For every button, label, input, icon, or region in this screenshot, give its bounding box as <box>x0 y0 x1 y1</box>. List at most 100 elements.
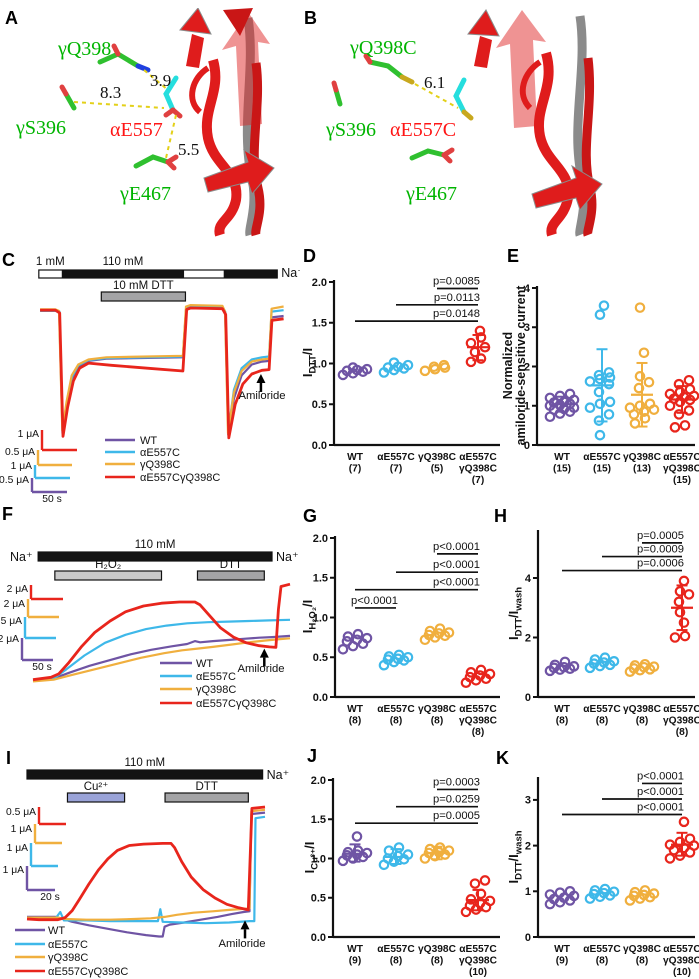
data-point <box>629 660 641 671</box>
data-point <box>683 374 695 386</box>
category-label: (13) <box>633 464 651 475</box>
data-point <box>643 376 655 388</box>
p-value-label: p=0.0005 <box>637 530 684 542</box>
y-tick-label: 2 <box>525 840 531 852</box>
data-point <box>664 388 676 400</box>
category-label: (15) <box>553 464 571 475</box>
category-label: γQ398C <box>663 956 699 967</box>
category-label: (8) <box>596 956 608 967</box>
y-tick-label: 1.0 <box>313 612 328 624</box>
data-point <box>549 659 561 671</box>
data-point <box>393 842 405 853</box>
trace-line-wt <box>32 634 291 681</box>
data-point <box>594 309 606 320</box>
panel-a-structure: γQ398 8.3 3.9 γS396 αE557 5.5 γE467 <box>15 8 275 237</box>
data-point <box>484 668 496 680</box>
data-point <box>634 371 646 382</box>
trace-plot-i: 110 mM Na⁺ Cu²⁺ DTT 0.5 μA 1 μA 1 μA 1 μA 20 s WT… <box>3 757 290 978</box>
data-point <box>604 372 616 383</box>
data-point <box>594 429 606 441</box>
category-label: WT <box>554 944 571 955</box>
na-bar-segment <box>27 770 263 779</box>
data-point <box>383 651 395 662</box>
data-point <box>678 575 690 587</box>
category-label: γQ398C <box>623 704 662 715</box>
panel-k-chart: 0 1 2 3 IDTT/Iwash WT (9) αE557C (8) γQ398C (8) αE5… <box>502 742 699 979</box>
data-point <box>674 836 686 848</box>
data-point <box>347 362 359 373</box>
residue-sticks <box>331 53 474 164</box>
data-point <box>604 396 616 408</box>
distance-dashes <box>414 83 459 109</box>
scale-bar-label: 0.5 μA <box>0 475 29 486</box>
category-label: WT <box>347 452 364 463</box>
y-axis-label: ICu²⁺/I <box>302 842 321 874</box>
y-tick-label: 1.5 <box>313 573 328 585</box>
na-bar-border <box>26 769 264 780</box>
na-concentration-label: 110 mM <box>124 757 165 769</box>
residue-label-e557c: αE557C <box>390 119 456 141</box>
drug-label: Cu²⁺ <box>84 781 109 793</box>
na-bar-border <box>38 269 278 279</box>
na-bar-segment <box>38 270 62 278</box>
category-label: WT <box>554 452 571 463</box>
legend-label-aE557C: αE557C <box>48 939 88 951</box>
drug-bar <box>66 792 126 803</box>
p-value-label: p=0.0009 <box>637 544 684 556</box>
p-value-label: p<0.0001 <box>637 786 684 798</box>
y-axis-label: IDTT/Iwash <box>506 587 525 640</box>
y-tick-label: 1.0 <box>311 853 326 865</box>
data-point <box>594 398 606 410</box>
data-point <box>564 388 576 400</box>
scale-bar-label: 1 μA <box>11 824 33 835</box>
p-value-label: p<0.0001 <box>351 595 398 607</box>
y-tick-label: 1 <box>524 401 530 413</box>
scale-bar-label: 5 μA <box>1 616 23 627</box>
category-label: αE557C <box>583 944 621 955</box>
category-label: γQ398C <box>623 944 662 955</box>
data-point <box>402 849 414 860</box>
data-point <box>465 356 477 368</box>
panel-label-i: I <box>6 748 12 768</box>
data-point <box>475 332 487 343</box>
data-point <box>669 632 681 643</box>
category-label: (7) <box>472 475 484 486</box>
residue-label-e557: αE557 <box>110 119 163 141</box>
category-label: (8) <box>636 716 648 727</box>
residue-label-e467: γE467 <box>405 183 457 205</box>
data-point <box>633 382 645 394</box>
category-label: γQ398C <box>663 716 699 727</box>
residue-label-q398c: γQ398C <box>349 37 417 59</box>
p-value-label: p=0.0005 <box>433 810 480 822</box>
panel-label-g: G <box>303 506 318 526</box>
panel-label-e: E <box>507 246 520 266</box>
scale-bar-label: 1 μA <box>11 461 33 472</box>
category-label: γQ398C <box>663 464 699 475</box>
y-tick-label: 1.0 <box>312 358 327 370</box>
data-point <box>342 846 354 858</box>
category-label: γQ398C <box>418 944 457 955</box>
data-point <box>554 887 566 898</box>
na-ion-label-left: Na⁺ <box>10 550 33 564</box>
data-point <box>593 369 605 381</box>
data-point <box>638 347 650 359</box>
na-ion-label: Na⁺ <box>276 550 299 564</box>
category-label: αE557C <box>663 704 699 715</box>
amiloride-label: Amiloride <box>238 390 285 402</box>
y-axis-label: IDTT/I <box>300 348 319 377</box>
y-tick-label: 2 <box>524 361 530 373</box>
panel-label-f: F <box>2 504 13 524</box>
y-tick-label: 2.0 <box>312 277 327 289</box>
y-tick-label: 1.5 <box>312 318 327 330</box>
category-label: (8) <box>390 956 402 967</box>
category-label: (8) <box>431 956 443 967</box>
residue-sticks <box>59 43 183 171</box>
data-point <box>544 889 556 900</box>
category-label: αE557C <box>377 452 415 463</box>
na-ion-label: Na⁺ <box>281 266 300 280</box>
na-ion-label: Na⁺ <box>267 768 290 782</box>
na-bar-segment <box>61 270 185 278</box>
category-label: (5) <box>431 464 443 475</box>
data-point <box>558 661 570 673</box>
